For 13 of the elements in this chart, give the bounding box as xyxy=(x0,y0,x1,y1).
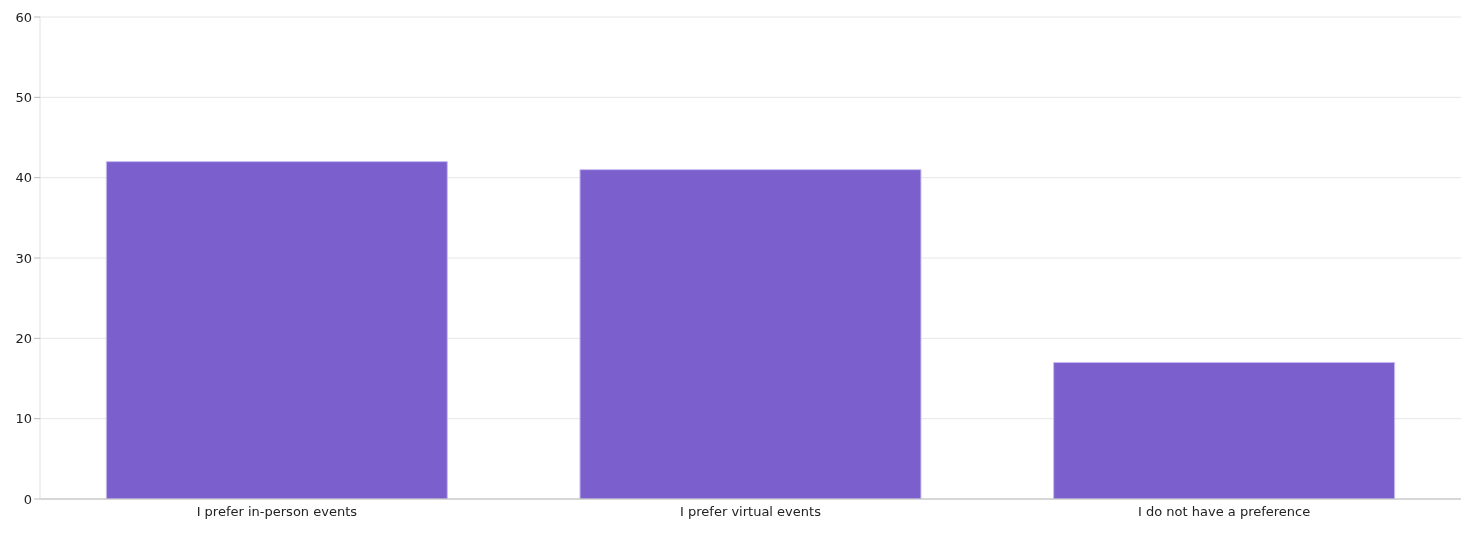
bar xyxy=(579,169,922,499)
y-tick-label: 50 xyxy=(15,89,32,105)
y-tick-label: 30 xyxy=(15,250,32,266)
x-tick-label: I do not have a preference xyxy=(1138,504,1311,520)
x-tick-label: I prefer in-person events xyxy=(196,504,358,520)
y-tick-label: 40 xyxy=(15,170,32,186)
y-tick-label: 10 xyxy=(15,411,32,427)
y-tick-label: 60 xyxy=(15,9,32,25)
x-tick-label: I prefer virtual events xyxy=(680,504,822,520)
y-tick-label: 20 xyxy=(15,330,32,346)
y-tick-label: 0 xyxy=(23,491,32,507)
bar xyxy=(105,161,448,499)
bar xyxy=(1053,361,1396,499)
